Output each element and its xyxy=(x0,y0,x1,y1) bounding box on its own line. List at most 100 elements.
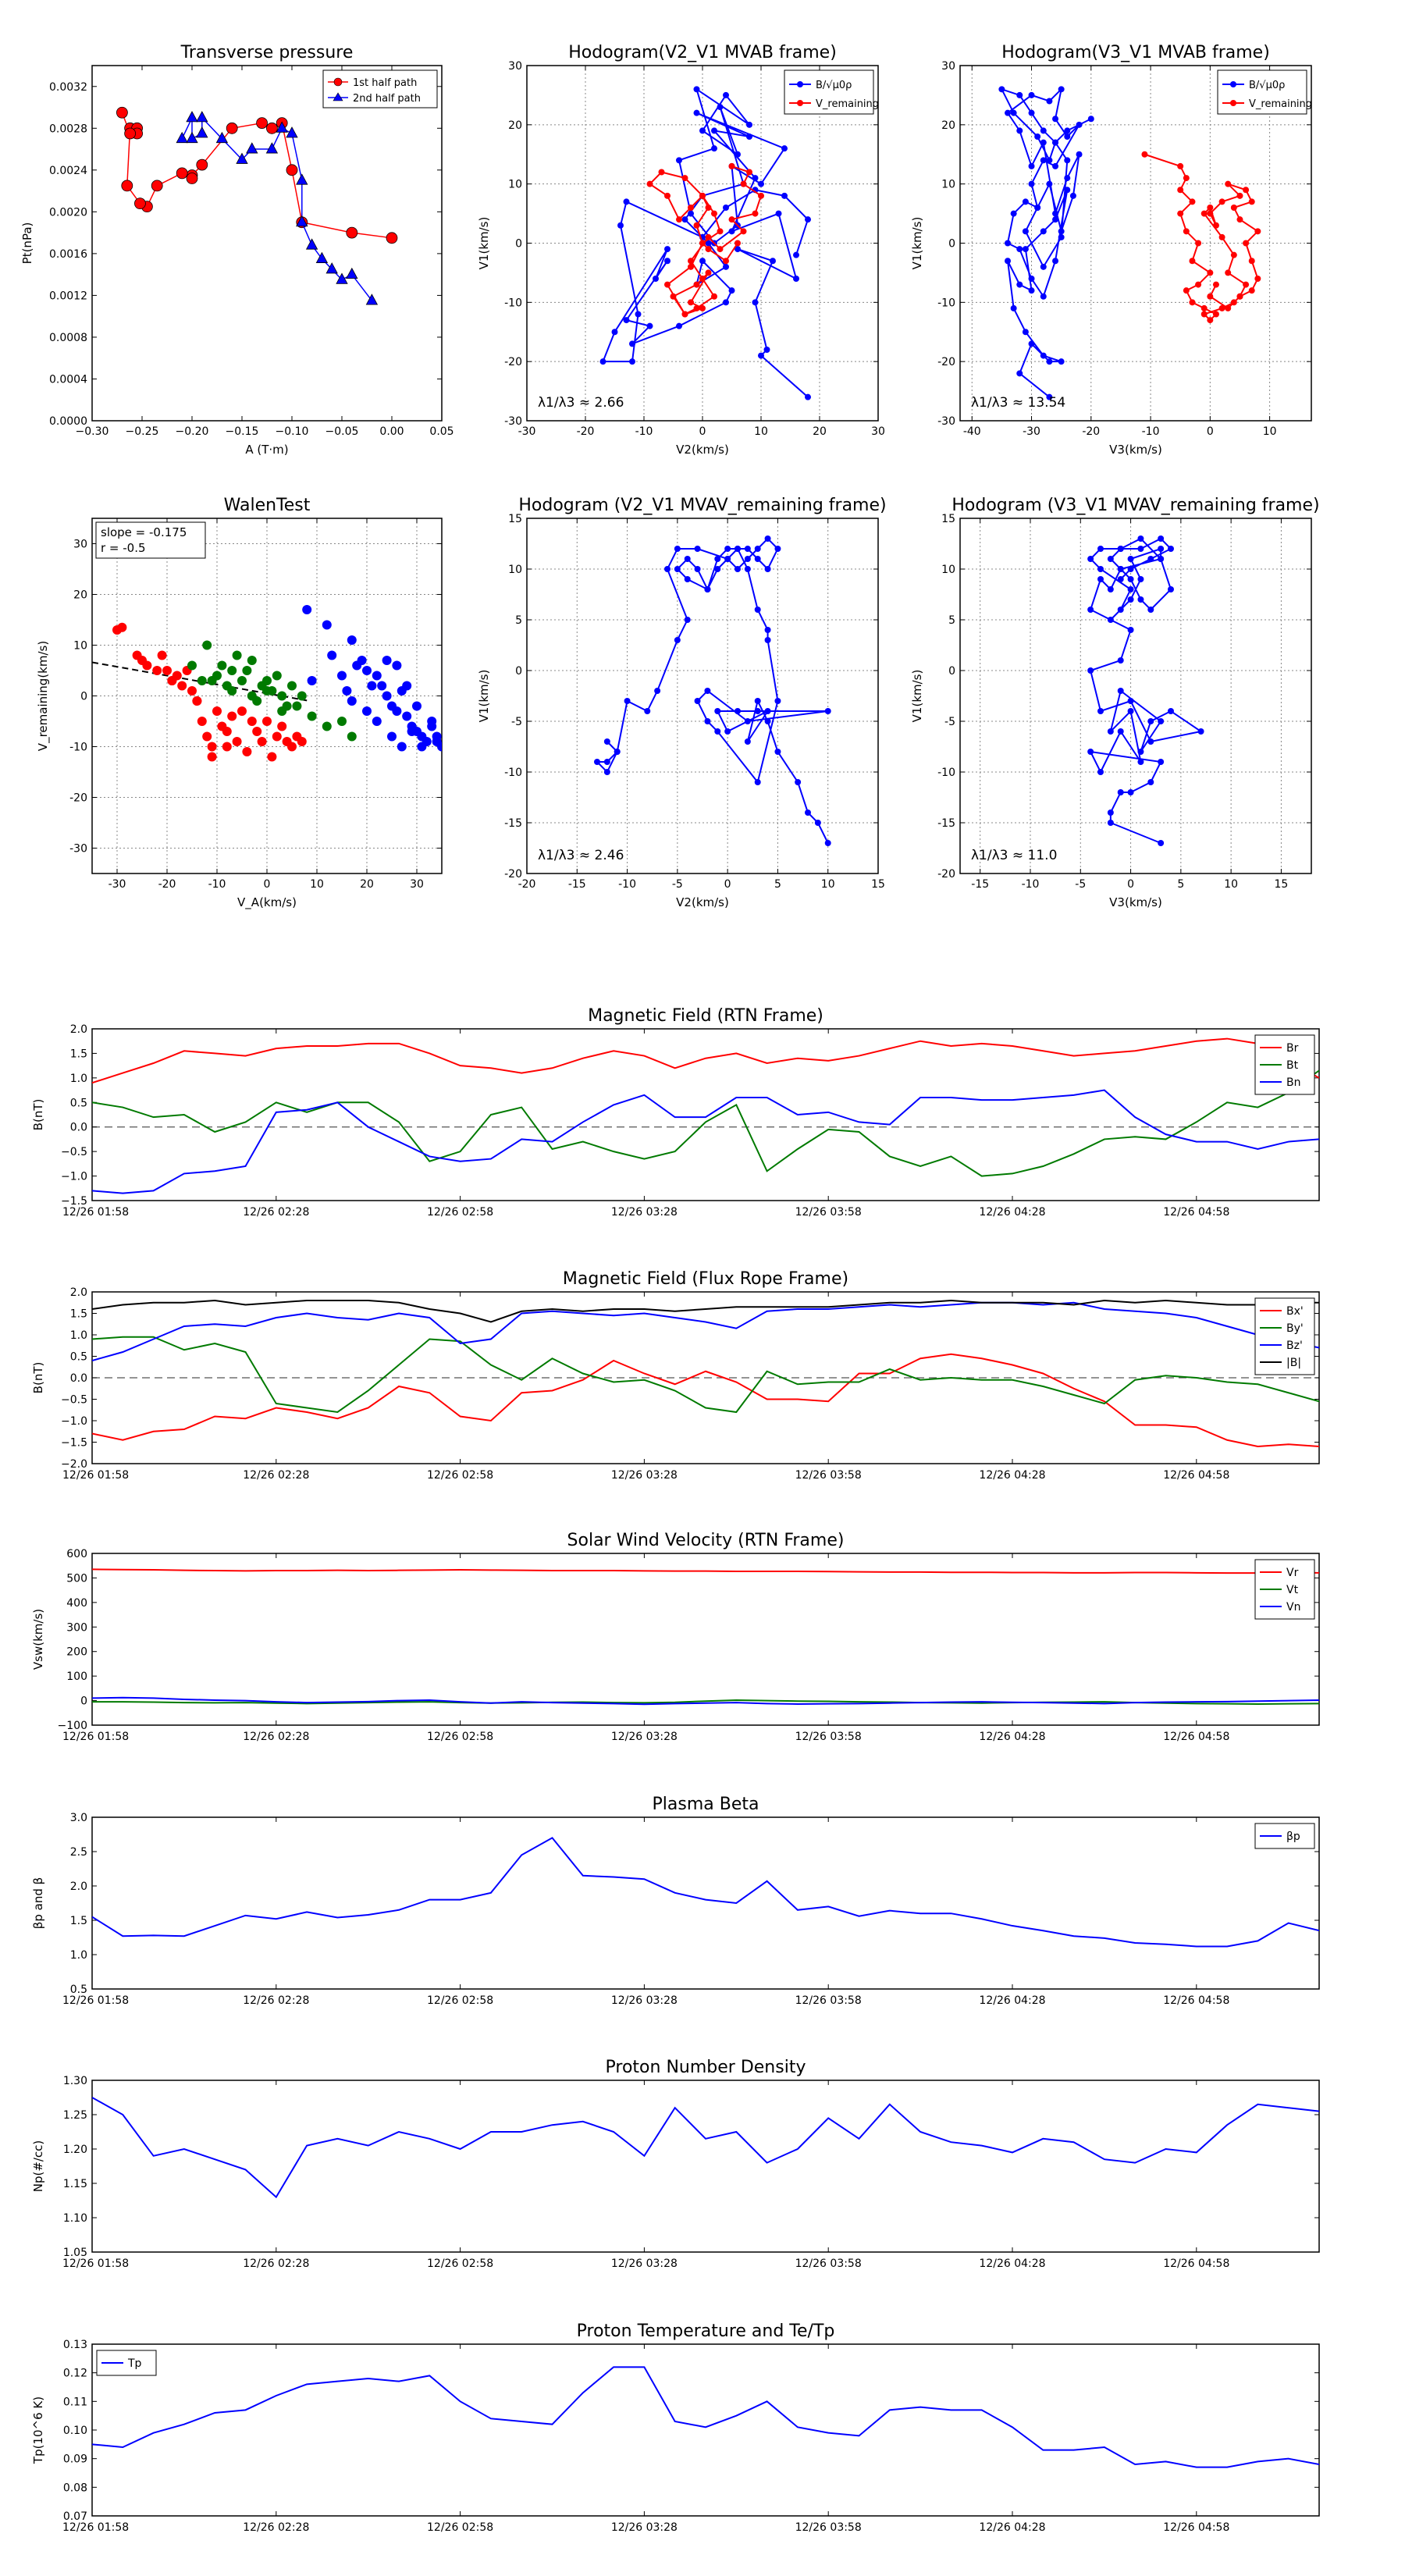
x-tick-label: -15 xyxy=(568,878,586,891)
y-tick-label: 2.0 xyxy=(70,1286,87,1299)
data-point xyxy=(346,267,358,279)
hodogram-point xyxy=(1010,109,1017,116)
hodogram-point xyxy=(1248,198,1255,205)
x-tick-label: 20 xyxy=(360,878,374,891)
hodogram-point xyxy=(629,340,635,347)
hodogram-point xyxy=(1097,566,1104,572)
legend-box xyxy=(784,69,874,115)
hodogram-point xyxy=(735,546,741,552)
hodogram-point xyxy=(717,104,724,111)
legend-label: Bx' xyxy=(1286,1305,1304,1318)
y-tick-label: 0.0020 xyxy=(49,206,87,219)
hodogram-point xyxy=(728,216,735,223)
data-point xyxy=(296,215,308,227)
hodogram-point xyxy=(1016,246,1023,253)
hodogram-point xyxy=(1022,228,1029,235)
hodogram-point xyxy=(1028,287,1035,294)
data-point xyxy=(387,731,397,742)
data-point xyxy=(227,686,237,696)
hodogram-point xyxy=(754,779,761,785)
hodogram-point xyxy=(1058,228,1065,235)
hodogram-point xyxy=(1225,180,1232,187)
hodogram-point xyxy=(1200,304,1208,311)
hodogram-point xyxy=(764,718,771,724)
x-tick-label: 12/26 01:58 xyxy=(62,2258,129,2270)
y-tick-label: −100 xyxy=(58,1720,87,1732)
series-line-|B| xyxy=(92,1299,1319,1323)
y-tick-label: 1.25 xyxy=(63,2109,87,2122)
hodogram-point xyxy=(688,258,694,265)
hodogram-point xyxy=(1040,293,1047,300)
hodogram-point xyxy=(664,566,670,572)
series-line-Bz' xyxy=(92,1301,1319,1361)
legend-label: Bn xyxy=(1286,1076,1300,1089)
hodogram-point xyxy=(781,192,788,199)
chart-hodogram-v3v1-mvav: -15 -10 -5 0 5 10 15-20-15-10-5051015Hodogram … xyxy=(910,496,1320,909)
hodogram-point xyxy=(1052,162,1059,169)
series-line-βp xyxy=(92,1837,1319,1948)
hodogram-point xyxy=(1010,210,1017,217)
hodogram-point xyxy=(693,222,700,229)
y-tick-label: 0.10 xyxy=(63,2425,87,2437)
data-point xyxy=(242,666,252,675)
data-point xyxy=(186,173,198,184)
y-tick-label: 10 xyxy=(941,564,955,576)
data-point xyxy=(226,122,238,134)
data-point xyxy=(272,671,282,681)
y-tick-label: 20 xyxy=(508,119,522,132)
hodogram-point xyxy=(1052,139,1059,146)
data-point xyxy=(372,717,382,726)
x-tick-label: 12/26 02:58 xyxy=(427,1994,493,2007)
data-point xyxy=(157,650,167,660)
x-tick-label: -20 xyxy=(1082,425,1100,438)
x-tick-label: 0.05 xyxy=(429,425,454,438)
x-tick-label: 12/26 03:28 xyxy=(611,2521,678,2534)
hodogram-point xyxy=(1207,210,1214,217)
hodogram-point xyxy=(1200,311,1208,318)
hodogram-point xyxy=(770,258,776,265)
hodogram-point xyxy=(1195,281,1202,288)
y-tick-label: -10 xyxy=(504,767,522,779)
y-tick-label: 1.5 xyxy=(70,1048,87,1060)
hodogram-point xyxy=(1107,728,1114,735)
x-tick-label: 12/26 02:28 xyxy=(243,1206,309,1219)
hodogram-point xyxy=(711,293,717,300)
hodogram-point xyxy=(754,556,761,562)
x-tick-label: 12/26 04:28 xyxy=(979,1994,1045,2007)
x-axis-label: A (T·m) xyxy=(245,443,288,457)
data-point xyxy=(272,731,282,742)
data-point xyxy=(302,605,312,614)
hodogram-point xyxy=(1117,789,1124,795)
y-tick-label: 0.5 xyxy=(70,1097,87,1109)
data-point xyxy=(237,676,247,685)
eigen-ratio-label: λ1/λ3 ≈ 2.46 xyxy=(538,848,624,863)
chart-hodogram-v2v1-mvav: -20 -15 -10 -5 0 5 10 15-20-15-10-5051015Hodogr… xyxy=(477,496,887,909)
chart-title: WalenTest xyxy=(224,496,311,515)
data-point xyxy=(227,666,237,675)
plot-area xyxy=(92,2097,1319,2199)
hodogram-point xyxy=(699,304,706,311)
y-tick-label: 1.05 xyxy=(63,2247,87,2259)
hodogram-point xyxy=(1052,116,1059,123)
hodogram-point xyxy=(1248,287,1255,294)
hodogram-point xyxy=(1137,596,1144,603)
y-tick-label: -10 xyxy=(937,767,955,779)
y-tick-label: 1.20 xyxy=(63,2144,87,2156)
hodogram-point xyxy=(694,698,701,704)
hodogram-point xyxy=(763,347,770,353)
hodogram-point xyxy=(1147,718,1154,724)
hodogram-point xyxy=(1230,205,1237,211)
plot-frame xyxy=(91,2080,1320,2253)
hodogram-point xyxy=(1046,98,1053,105)
y-tick-label: 0.5 xyxy=(70,1351,87,1364)
fit-line xyxy=(92,661,308,702)
data-point xyxy=(196,158,208,171)
data-point xyxy=(262,717,272,726)
x-tick-label: -10 xyxy=(1142,425,1160,438)
data-point xyxy=(362,706,372,716)
data-point xyxy=(382,691,392,701)
hodogram-point xyxy=(1058,358,1065,365)
x-tick-label: 12/26 01:58 xyxy=(62,1994,129,2007)
hodogram-point xyxy=(688,299,694,306)
y-axis-label: B(nT) xyxy=(31,1362,45,1394)
